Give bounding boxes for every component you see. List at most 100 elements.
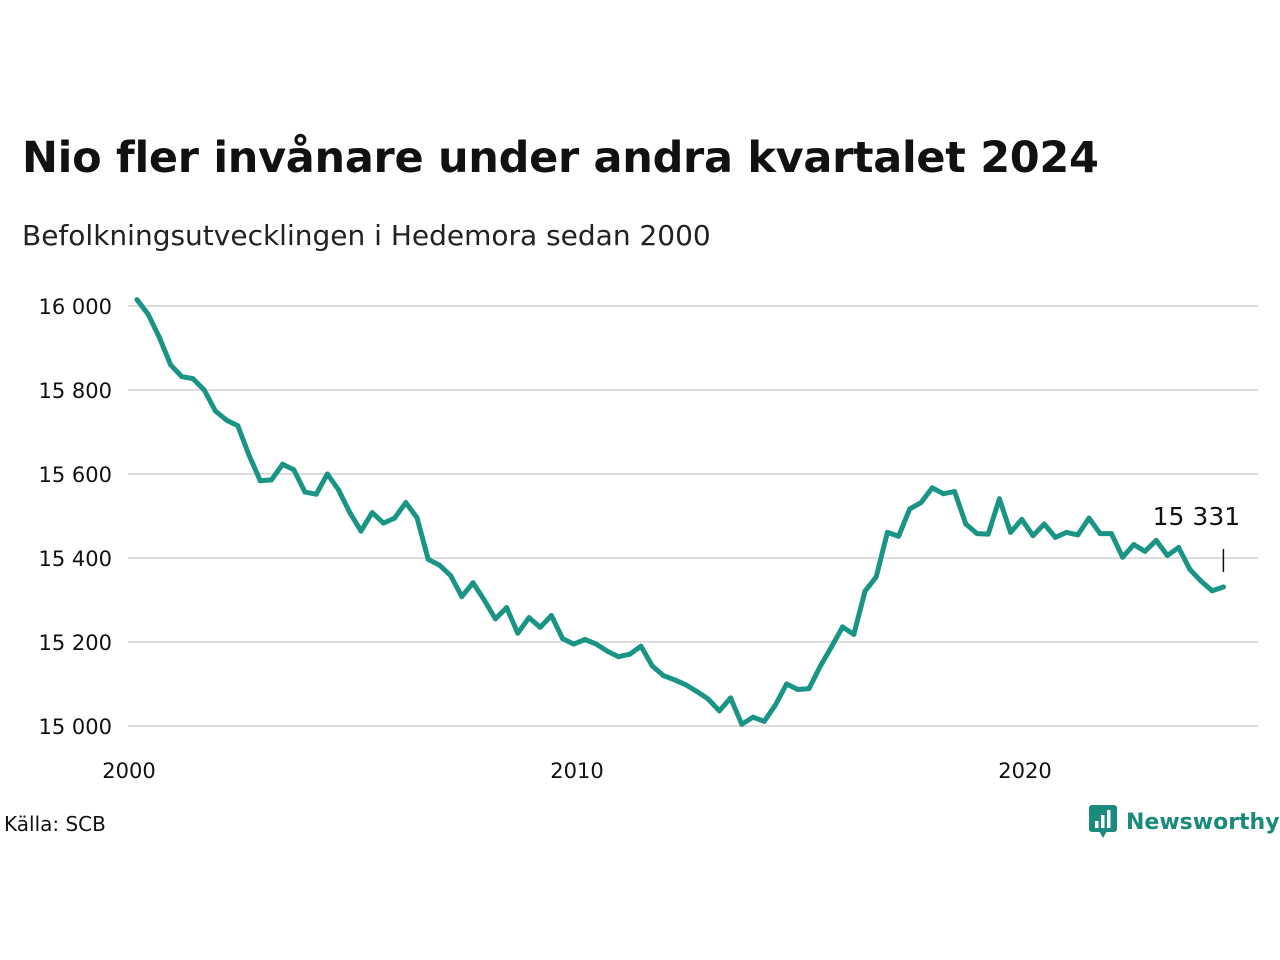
- data-point: [1142, 548, 1148, 554]
- data-point: [190, 376, 196, 382]
- data-point: [828, 644, 834, 650]
- data-point: [168, 362, 174, 368]
- newsworthy-brand[interactable]: Newsworthy: [1088, 804, 1280, 840]
- data-point: [1030, 533, 1036, 539]
- data-point: [795, 687, 801, 692]
- brand-name: Newsworthy: [1126, 809, 1280, 835]
- data-point: [672, 677, 678, 683]
- data-point: [1120, 554, 1126, 560]
- data-point: [660, 673, 666, 679]
- y-tick-label: 15 200: [39, 631, 112, 655]
- data-point: [235, 423, 241, 429]
- data-point: [358, 528, 364, 534]
- chart-title: Nio fler invånare under andra kvartalet …: [22, 133, 1099, 183]
- data-point: [739, 721, 745, 727]
- data-point: [224, 417, 230, 423]
- newsworthy-logo-icon: [1089, 805, 1117, 838]
- data-point: [873, 574, 879, 580]
- data-point: [884, 529, 890, 535]
- data-point: [257, 478, 263, 484]
- data-point: [940, 491, 946, 497]
- y-tick-label: 15 400: [39, 547, 112, 571]
- data-point: [425, 556, 431, 562]
- data-point: [212, 408, 218, 414]
- y-axis-tick-labels: 15 000 15 200 15 400 15 600 15 800 16 000: [39, 295, 112, 739]
- data-point: [1041, 521, 1047, 527]
- data-point: [347, 510, 353, 516]
- data-point: [638, 643, 644, 649]
- y-tick-label: 15 600: [39, 463, 112, 487]
- data-point: [145, 311, 151, 317]
- data-point: [593, 641, 599, 647]
- data-point: [728, 695, 734, 701]
- data-point: [1131, 542, 1137, 548]
- data-point: [1097, 531, 1103, 537]
- data-point: [952, 489, 958, 495]
- data-point: [929, 485, 935, 491]
- data-point: [851, 631, 857, 637]
- data-point: [772, 702, 778, 708]
- data-point: [280, 461, 286, 467]
- y-tick-label: 16 000: [39, 295, 112, 319]
- data-point: [784, 681, 790, 687]
- data-point: [649, 663, 655, 669]
- data-point: [750, 714, 756, 720]
- data-point: [448, 573, 454, 579]
- population-line: [134, 297, 1226, 727]
- data-point: [380, 520, 386, 526]
- data-point: [492, 616, 498, 622]
- data-point: [1052, 534, 1058, 540]
- data-point: [1019, 516, 1025, 522]
- data-point: [694, 689, 700, 695]
- data-point: [436, 562, 442, 568]
- data-point: [627, 651, 633, 657]
- data-point: [526, 615, 532, 621]
- data-point: [336, 487, 342, 493]
- source-note: Källa: SCB: [4, 812, 106, 836]
- data-point: [996, 496, 1002, 502]
- data-point: [1008, 529, 1014, 535]
- line-chart: 15 000 15 200 15 400 15 600 15 800 16 000 200…: [39, 295, 1258, 783]
- data-point: [201, 387, 207, 393]
- data-point: [896, 533, 902, 539]
- data-point: [907, 506, 913, 512]
- data-point: [683, 682, 689, 688]
- data-point: [268, 477, 274, 483]
- data-point: [761, 718, 767, 724]
- data-point: [604, 648, 610, 654]
- data-point: [806, 686, 812, 692]
- data-point: [1198, 578, 1204, 584]
- data-point: [537, 624, 543, 630]
- y-tick-label: 15 000: [39, 715, 112, 739]
- data-point: [156, 335, 162, 340]
- data-point: [302, 489, 308, 495]
- data-point: [548, 613, 554, 618]
- x-tick-label: 2020: [998, 759, 1051, 783]
- data-point: [616, 654, 622, 660]
- data-point: [974, 531, 980, 537]
- x-tick-label: 2010: [550, 759, 603, 783]
- data-point: [179, 374, 185, 380]
- data-point: [1187, 566, 1193, 572]
- data-point: [369, 510, 375, 516]
- data-point: [504, 605, 510, 611]
- data-point: [1075, 532, 1081, 538]
- data-point: [1086, 515, 1092, 521]
- data-point: [1064, 529, 1070, 535]
- data-points: [134, 297, 1226, 727]
- data-point: [515, 630, 521, 636]
- data-point: [1108, 531, 1114, 537]
- data-point: [291, 467, 297, 473]
- chart-subtitle: Befolkningsutvecklingen i Hedemora sedan…: [22, 219, 711, 252]
- data-point: [1220, 584, 1226, 590]
- x-axis-tick-labels: 2000 2010 2020: [102, 759, 1051, 783]
- data-point: [705, 696, 711, 702]
- data-point: [414, 515, 420, 521]
- data-point: [1176, 545, 1182, 550]
- grid-lines: [128, 305, 1258, 727]
- annotation-label: 15 331: [1153, 502, 1240, 531]
- data-point: [918, 500, 924, 506]
- data-point: [1209, 588, 1215, 594]
- data-point: [560, 636, 566, 642]
- data-point: [582, 637, 588, 642]
